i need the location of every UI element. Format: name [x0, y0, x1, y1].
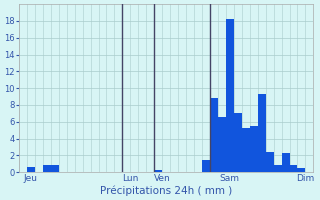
Bar	[274, 165, 282, 172]
X-axis label: Précipitations 24h ( mm ): Précipitations 24h ( mm )	[100, 185, 232, 196]
Bar	[202, 160, 210, 172]
Bar	[51, 165, 59, 172]
Bar	[234, 113, 242, 172]
Bar	[290, 165, 298, 172]
Bar	[43, 165, 51, 172]
Bar	[226, 19, 234, 172]
Bar	[154, 170, 162, 172]
Bar	[258, 94, 266, 172]
Bar	[218, 117, 226, 172]
Bar	[27, 167, 35, 172]
Bar	[282, 153, 290, 172]
Bar	[242, 128, 250, 172]
Bar	[266, 152, 274, 172]
Bar	[210, 98, 218, 172]
Bar	[298, 168, 306, 172]
Bar	[250, 126, 258, 172]
